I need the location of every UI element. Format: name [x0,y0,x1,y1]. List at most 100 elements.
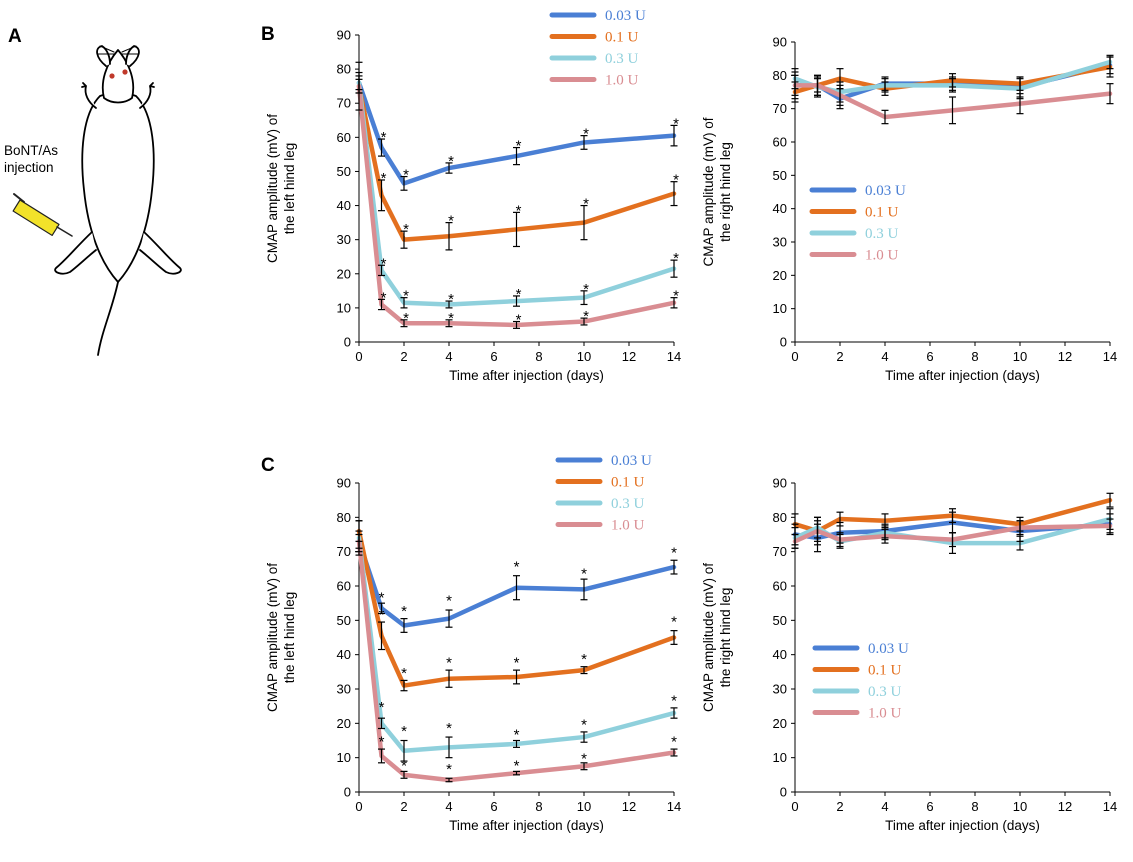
significance-star: * [581,751,587,768]
rat-eye-right-icon [122,69,128,75]
x-tick-label: 12 [622,349,636,364]
rat-ear-right-icon [125,45,140,67]
significance-star: * [379,606,385,623]
y-tick-label: 50 [773,168,787,183]
y-tick-label: 90 [773,35,787,50]
y-tick-label: 60 [337,579,351,594]
y-tick-label: 70 [773,101,787,116]
significance-star: * [671,613,677,630]
legend-label: 0.03 U [865,183,906,199]
significance-star: * [583,308,589,325]
chart-b-left: 0 10 20 30 40 50 60 70 80 90 0 2 4 6 8 10 12 14 Time after… [265,8,681,383]
x-tick-label: 14 [1103,799,1117,814]
significance-star: * [403,288,409,305]
x-tick-label: 6 [490,349,497,364]
significance-star: * [448,213,454,230]
legend-label: 0.3 U [605,51,639,67]
significance-star: * [514,727,520,744]
legend-label: 0.3 U [865,226,899,242]
x-axis-title: Time after injection (days) [885,368,1040,383]
significance-star: * [671,734,677,751]
x-tick-label: 14 [667,349,681,364]
legend-label: 1.0 U [868,706,902,722]
y-tick-label: 40 [773,201,787,216]
significance-star: * [403,221,409,238]
x-tick-label: 10 [577,799,591,814]
x-tick-label: 10 [1013,349,1027,364]
significance-star: * [671,692,677,709]
y-tick-label: 20 [337,716,351,731]
x-axis-title: Time after injection (days) [449,818,604,833]
y-axis-title-line1: CMAP amplitude (mV) of [701,117,716,266]
significance-star: * [381,289,387,306]
significance-star: * [379,734,385,751]
y-tick-label: 50 [773,613,787,628]
x-tick-label: 6 [490,799,497,814]
syringe-icon [12,193,73,237]
y-tick-label: 0 [344,335,351,350]
x-tick-label: 14 [1103,349,1117,364]
y-tick-label: 50 [337,613,351,628]
x-tick-label: 4 [445,799,452,814]
legend-label: 1.0 U [605,73,639,89]
y-tick-label: 80 [773,68,787,83]
y-axis-title-line2: the right hind leg [718,588,733,688]
y-tick-label: 10 [337,750,351,765]
x-tick-label: 8 [535,799,542,814]
rat-tail-icon [97,281,119,356]
y-tick-label: 0 [780,335,787,350]
significance-star: * [381,170,387,187]
significance-star: * [581,565,587,582]
x-tick-label: 8 [971,799,978,814]
y-tick-label: 90 [337,28,351,43]
y-axis-title-line1: CMAP amplitude (mV) of [265,563,280,712]
significance-star: * [673,250,679,267]
significance-star: * [381,255,387,272]
significance-star: * [516,312,522,329]
y-tick-label: 70 [337,544,351,559]
significance-star: * [403,310,409,327]
y-axis-title-line2: the left hind leg [282,592,297,684]
y-tick-label: 30 [337,232,351,247]
y-tick-label: 60 [773,135,787,150]
legend-label: 0.03 U [605,8,646,24]
legend-label: 0.03 U [611,453,652,469]
injection-label-line2: injection [4,160,54,175]
rat-front-leg-right-icon [139,82,155,109]
y-tick-label: 10 [337,300,351,315]
x-tick-label: 4 [881,799,888,814]
legend-label: 0.1 U [865,205,899,221]
significance-star: * [401,758,407,775]
y-tick-label: 10 [773,301,787,316]
y-tick-label: 50 [337,164,351,179]
x-tick-label: 10 [1013,799,1027,814]
rat-eye-left-icon [109,73,115,79]
rat-illustration [12,45,182,356]
y-axis-title-line2: the left hind leg [282,143,297,235]
significance-star: * [673,115,679,132]
x-tick-label: 12 [622,799,636,814]
x-tick-label: 8 [971,349,978,364]
y-tick-label: 10 [773,750,787,765]
rat-body-icon [81,92,155,283]
significance-star: * [446,655,452,672]
y-tick-label: 70 [773,544,787,559]
significance-star: * [448,291,454,308]
significance-star: * [514,655,520,672]
significance-star: * [381,129,387,146]
legend-label: 0.1 U [605,30,639,46]
significance-star: * [583,126,589,143]
y-tick-label: 30 [773,682,787,697]
significance-star: * [448,310,454,327]
significance-star: * [516,202,522,219]
x-tick-label: 12 [1058,349,1072,364]
chart-c-left: 0 10 20 30 40 50 60 70 80 90 0 2 4 6 8 10 12 14 Time after… [265,453,681,833]
significance-star: * [514,758,520,775]
x-tick-label: 2 [400,349,407,364]
rat-hind-leg-left-icon [54,231,97,275]
x-tick-label: 4 [445,349,452,364]
x-tick-label: 0 [355,799,362,814]
significance-star: * [379,699,385,716]
significance-star: * [446,761,452,778]
